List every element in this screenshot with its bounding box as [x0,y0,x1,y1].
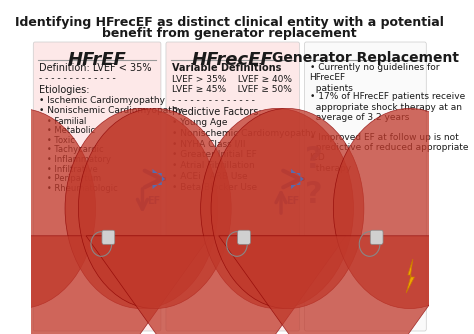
Text: ?: ? [304,145,322,173]
Polygon shape [219,236,474,334]
FancyBboxPatch shape [237,230,250,244]
FancyBboxPatch shape [166,42,300,331]
Text: • Ischemic Cardiomyopathy: • Ischemic Cardiomyopathy [39,96,165,105]
Text: • Beta Blocker Use: • Beta Blocker Use [172,183,257,192]
Text: • Young Age: • Young Age [172,118,228,127]
Ellipse shape [0,109,96,309]
Polygon shape [153,169,165,189]
Text: • ACEi / ARB Use: • ACEi / ARB Use [172,172,247,181]
Ellipse shape [65,109,218,309]
Text: • NYHA Class I/II: • NYHA Class I/II [172,140,246,149]
Ellipse shape [211,109,364,309]
Polygon shape [0,236,210,334]
Text: LVEF > 35%    LVEF ≥ 40%: LVEF > 35% LVEF ≥ 40% [172,74,292,84]
Text: Identifying HFrecEF as distinct clinical entity with a potential: Identifying HFrecEF as distinct clinical… [15,16,444,29]
Text: - - - - - - - - - - - - -: - - - - - - - - - - - - - [39,74,116,83]
Text: EF: EF [147,196,161,206]
Text: EF: EF [286,196,299,206]
Polygon shape [86,236,346,334]
Text: • Atrial Fibrillation: • Atrial Fibrillation [172,161,255,170]
Text: - - - - - - - - - - - - - -: - - - - - - - - - - - - - - [172,96,255,105]
Polygon shape [406,259,415,293]
Text: LVEF ≥ 45%    LVEF ≥ 50%: LVEF ≥ 45% LVEF ≥ 50% [172,85,292,94]
Text: • Infiltrative: • Infiltrative [39,165,98,174]
Text: Generator Replacement: Generator Replacement [272,51,459,65]
Text: Definition: LVEF < 35%: Definition: LVEF < 35% [39,63,152,73]
Text: • Greater Initial EF: • Greater Initial EF [172,150,256,159]
FancyBboxPatch shape [33,42,161,331]
Text: Variable Definitions: Variable Definitions [172,63,281,73]
Text: • Tachycardic: • Tachycardic [39,145,104,154]
Text: • 17% of HFrecEF patients receive
  appropriate shock therapy at an
  average of: • 17% of HFrecEF patients receive approp… [310,93,465,122]
Text: ?: ? [304,179,322,208]
Text: • Familial: • Familial [39,117,87,126]
Text: Predictive Factors:: Predictive Factors: [172,107,262,117]
FancyBboxPatch shape [370,230,383,244]
Text: HFrecEF: HFrecEF [192,51,273,69]
Ellipse shape [78,109,231,309]
Text: • Currently no guidelines for HFrecEF
  patients: • Currently no guidelines for HFrecEF pa… [310,63,439,93]
Text: • Rheumatologic: • Rheumatologic [39,184,118,193]
Text: • Nonischemic Cardiomyopathy: • Nonischemic Cardiomyopathy [39,106,183,115]
FancyBboxPatch shape [102,230,115,244]
Ellipse shape [201,109,354,309]
Text: benefit from generator replacement: benefit from generator replacement [102,27,357,40]
Text: • Peripartum: • Peripartum [39,174,101,183]
FancyBboxPatch shape [304,42,426,331]
Text: • Metabolic: • Metabolic [39,126,95,135]
Text: • Nonischemic Cardiomyopathy: • Nonischemic Cardiomyopathy [172,129,316,138]
Text: HFrEF: HFrEF [68,51,127,69]
Text: • Inflammatory: • Inflammatory [39,155,111,164]
Ellipse shape [333,109,474,309]
Polygon shape [291,169,304,189]
Text: Etiologies:: Etiologies: [39,85,90,95]
Text: • Toxic: • Toxic [39,136,75,145]
Text: • Improved EF at follow up is not
  predictive of reduced appropriate ICD
  ther: • Improved EF at follow up is not predic… [310,133,468,173]
